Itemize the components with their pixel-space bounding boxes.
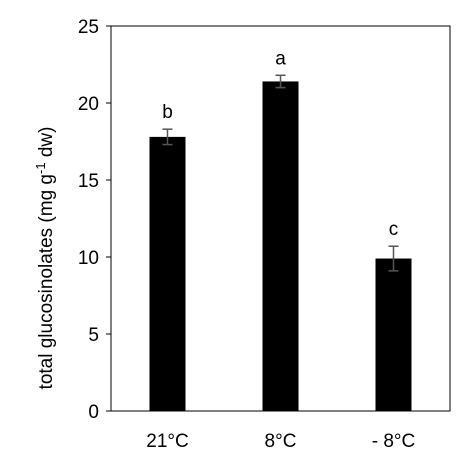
y-axis-label-superscript: -1 [33,162,48,174]
y-axis-label: total glucosinolates (mg g-1 dw) [33,127,57,390]
y-tick-label: 25 [78,17,99,38]
y-tick-label: 5 [88,325,99,346]
y-axis-label-main: total glucosinolates (mg g [36,174,57,389]
significance-label: b [162,102,173,123]
bar [262,81,299,411]
bars [149,81,412,411]
y-tick-label: 0 [88,402,99,423]
significance-label: a [275,48,286,69]
y-axis-ticks: 0 5 10 15 20 25 [78,17,111,423]
error-bars [162,74,399,272]
y-axis-label-tail: dw) [36,127,57,163]
y-tick-label: 20 [78,94,99,115]
x-tick-label: 21°C [146,431,188,452]
x-tick-label: 8°C [265,431,297,452]
y-tick-label: 15 [78,171,99,192]
bar [375,258,412,411]
x-tick-label: - 8°C [372,431,416,452]
y-tick-label: 10 [78,248,99,269]
bar [149,136,186,411]
significance-label: c [389,219,399,240]
x-axis-ticks: 21°C 8°C - 8°C [146,431,415,452]
significance-labels: b a c [162,48,398,240]
